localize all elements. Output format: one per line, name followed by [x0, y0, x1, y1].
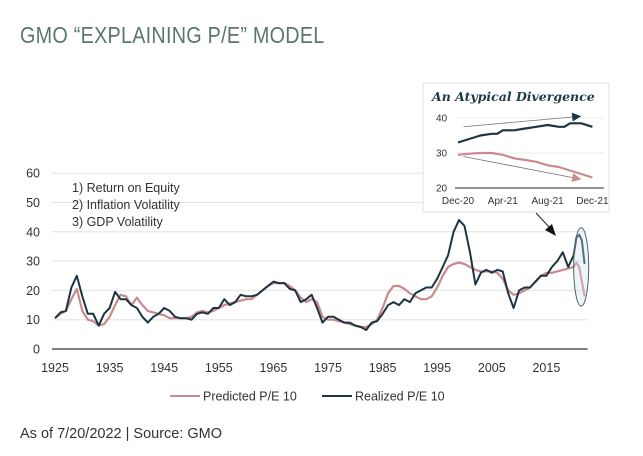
- x-tick-label: 1935: [96, 361, 124, 375]
- highlight-ellipse-group: [535, 212, 590, 307]
- realized-pe-line: [54, 219, 586, 331]
- inset-box: [422, 82, 610, 213]
- y-tick-label: 10: [26, 313, 40, 327]
- y-tick-label: 20: [26, 284, 40, 298]
- inset-x-tick-label: Dec-20: [442, 196, 475, 207]
- inset-predicted-line: [457, 151, 593, 179]
- series-lines: [54, 219, 586, 331]
- x-tick-label: 1945: [150, 361, 178, 375]
- inset-x-tick-label: Dec-21: [576, 196, 609, 207]
- y-tick-label: 60: [26, 167, 40, 181]
- x-axis-ticks: 1925 1935 1945 1955 1965 1975 1985 1995 2005 2015: [41, 361, 560, 375]
- x-tick-label: 1985: [369, 361, 397, 375]
- trend-down-arrowhead-icon: [571, 173, 582, 182]
- trend-up-arrowhead-icon: [571, 112, 582, 122]
- inset-x-tick-label: Apr-21: [488, 196, 518, 207]
- trend-up-arrow-line: [463, 115, 582, 128]
- x-tick-label: 1955: [205, 361, 233, 375]
- x-tick-label: 2005: [478, 361, 506, 375]
- inset-y-tick-label: 20: [436, 184, 448, 195]
- inset-x-tick-label: Aug-21: [531, 196, 564, 207]
- x-tick-label: 2015: [532, 361, 560, 375]
- source-footnote: As of 7/20/2022 | Source: GMO: [20, 426, 223, 442]
- factor-line: 3) GDP Volatility: [72, 215, 164, 229]
- inset-title: An Atypical Divergence: [431, 89, 595, 104]
- x-tick-label: 1975: [314, 361, 342, 375]
- legend-label: Realized P/E 10: [355, 390, 445, 404]
- inset-chart: An Atypical Divergence 20 30 40 Dec-20 Apr-21…: [422, 82, 610, 213]
- inset-y-tick-label: 40: [436, 114, 448, 125]
- y-tick-label: 40: [26, 225, 40, 239]
- inset-realized-line: [457, 122, 593, 144]
- x-tick-label: 1965: [259, 361, 287, 375]
- factor-line: 2) Inflation Volatility: [72, 198, 180, 212]
- highlight-ellipse: [573, 227, 590, 307]
- y-tick-label: 0: [33, 343, 40, 357]
- x-tick-label: 1925: [41, 361, 69, 375]
- factor-line: 1) Return on Equity: [72, 181, 180, 195]
- legend: Predicted P/E 10 Realized P/E 10: [170, 390, 445, 404]
- legend-label: Predicted P/E 10: [203, 390, 297, 404]
- y-tick-label: 30: [26, 255, 40, 269]
- pointer-arrowhead-icon: [545, 224, 556, 236]
- x-tick-label: 1995: [423, 361, 451, 375]
- y-tick-label: 50: [26, 196, 40, 210]
- pointer-arrow-line: [535, 212, 551, 229]
- inset-y-tick-label: 30: [436, 149, 448, 160]
- chart-title: GMO “EXPLAINING P/E” MODEL: [20, 22, 325, 48]
- trend-down-arrow-line: [463, 156, 582, 180]
- factor-annotation: 1) Return on Equity 2) Inflation Volatili…: [72, 181, 180, 229]
- y-axis-ticks: 0 10 20 30 40 50 60: [26, 167, 40, 357]
